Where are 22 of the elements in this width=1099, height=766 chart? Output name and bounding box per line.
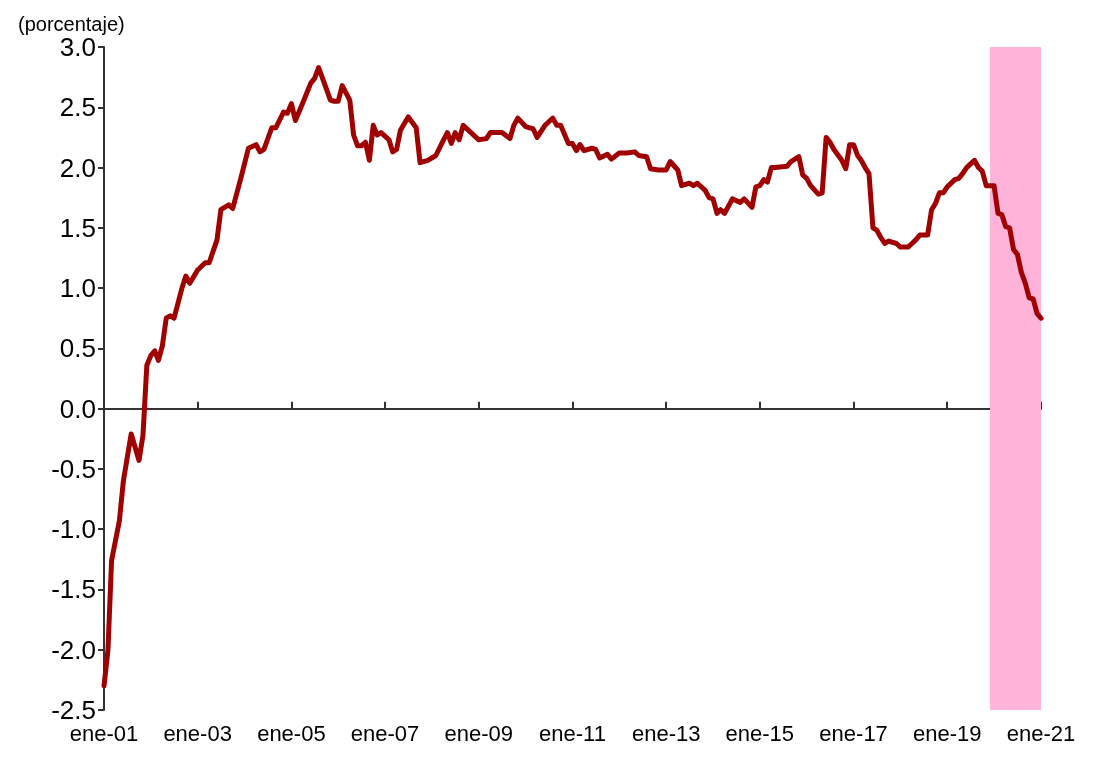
y-tick-label: 3.0 (59, 32, 96, 62)
y-tick-label: -2.0 (51, 634, 96, 665)
y-tick-label: 0.0 (59, 393, 96, 424)
y-tick-label: 0.5 (59, 333, 96, 364)
y-tick-label: -1.0 (51, 514, 96, 545)
x-tick-label: ene-21 (1006, 720, 1076, 746)
x-tick-label: ene-09 (444, 720, 514, 746)
y-tick-label: 1.5 (59, 212, 96, 243)
y-tick-label: -1.5 (51, 574, 96, 605)
x-tick-label: ene-13 (631, 720, 701, 746)
x-tick-label: ene-17 (819, 720, 888, 746)
x-tick-label: ene-07 (350, 720, 420, 746)
x-tick-label: ene-19 (912, 720, 982, 746)
x-tick-label: ene-11 (539, 720, 606, 746)
y-tick-label: -0.5 (51, 453, 96, 484)
y-axis-title: (porcentaje) (18, 13, 125, 35)
x-tick-label: ene-05 (257, 720, 326, 746)
x-tick-label: ene-03 (163, 720, 232, 746)
y-tick-label: 2.0 (59, 152, 96, 183)
x-tick-label: ene-15 (725, 720, 795, 746)
y-tick-label: 2.5 (59, 92, 96, 123)
y-tick-label: 1.0 (59, 273, 96, 304)
